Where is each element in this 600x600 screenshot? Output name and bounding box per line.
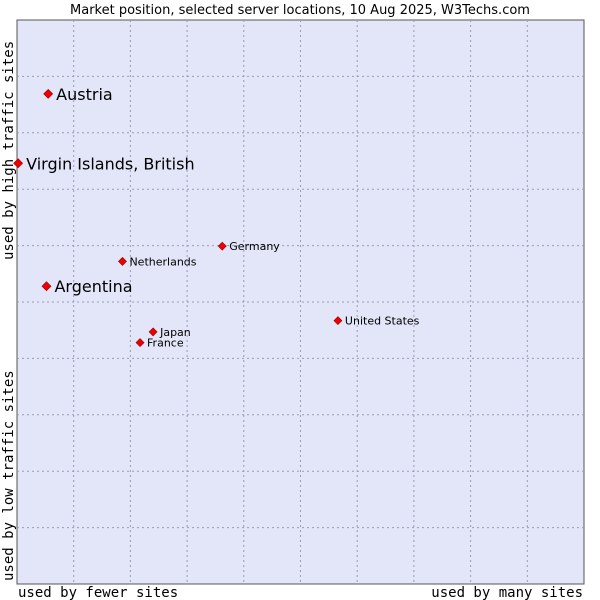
point-marker <box>333 316 343 326</box>
point-label: Germany <box>229 240 280 253</box>
chart-title: Market position, selected server locatio… <box>70 3 530 18</box>
point-label: Netherlands <box>129 255 196 268</box>
point-label: Austria <box>56 85 113 104</box>
data-point-japan: Japan <box>148 326 191 339</box>
data-point-argentina: Argentina <box>41 277 133 296</box>
data-points: Austria Virgin Islands, British Argentina G… <box>13 85 420 350</box>
data-point-netherlands: Netherlands <box>118 255 197 268</box>
point-marker <box>118 256 127 266</box>
data-point-austria: Austria <box>43 85 113 104</box>
point-label: France <box>147 337 184 350</box>
data-point-united-states: United States <box>333 315 420 328</box>
point-marker <box>13 158 24 169</box>
point-marker <box>217 241 227 251</box>
point-label: United States <box>345 315 420 328</box>
point-marker <box>135 338 145 348</box>
point-label: Argentina <box>54 277 132 296</box>
data-point-germany: Germany <box>217 240 280 253</box>
data-point-france: France <box>135 337 184 350</box>
grid-lines <box>17 20 584 584</box>
point-marker <box>41 281 52 292</box>
point-marker <box>148 327 158 337</box>
data-point-virgin-islands-british: Virgin Islands, British <box>13 154 195 173</box>
point-label: Virgin Islands, British <box>26 154 194 173</box>
point-label: Japan <box>159 326 191 339</box>
x-axis-label-left: used by fewer sites <box>18 585 178 600</box>
y-axis-label-bottom: used by low traffic sites <box>1 370 17 581</box>
point-marker <box>43 88 54 99</box>
y-axis-label-top: used by high traffic sites <box>1 41 17 260</box>
x-axis-label-right: used by many sites <box>431 585 583 600</box>
